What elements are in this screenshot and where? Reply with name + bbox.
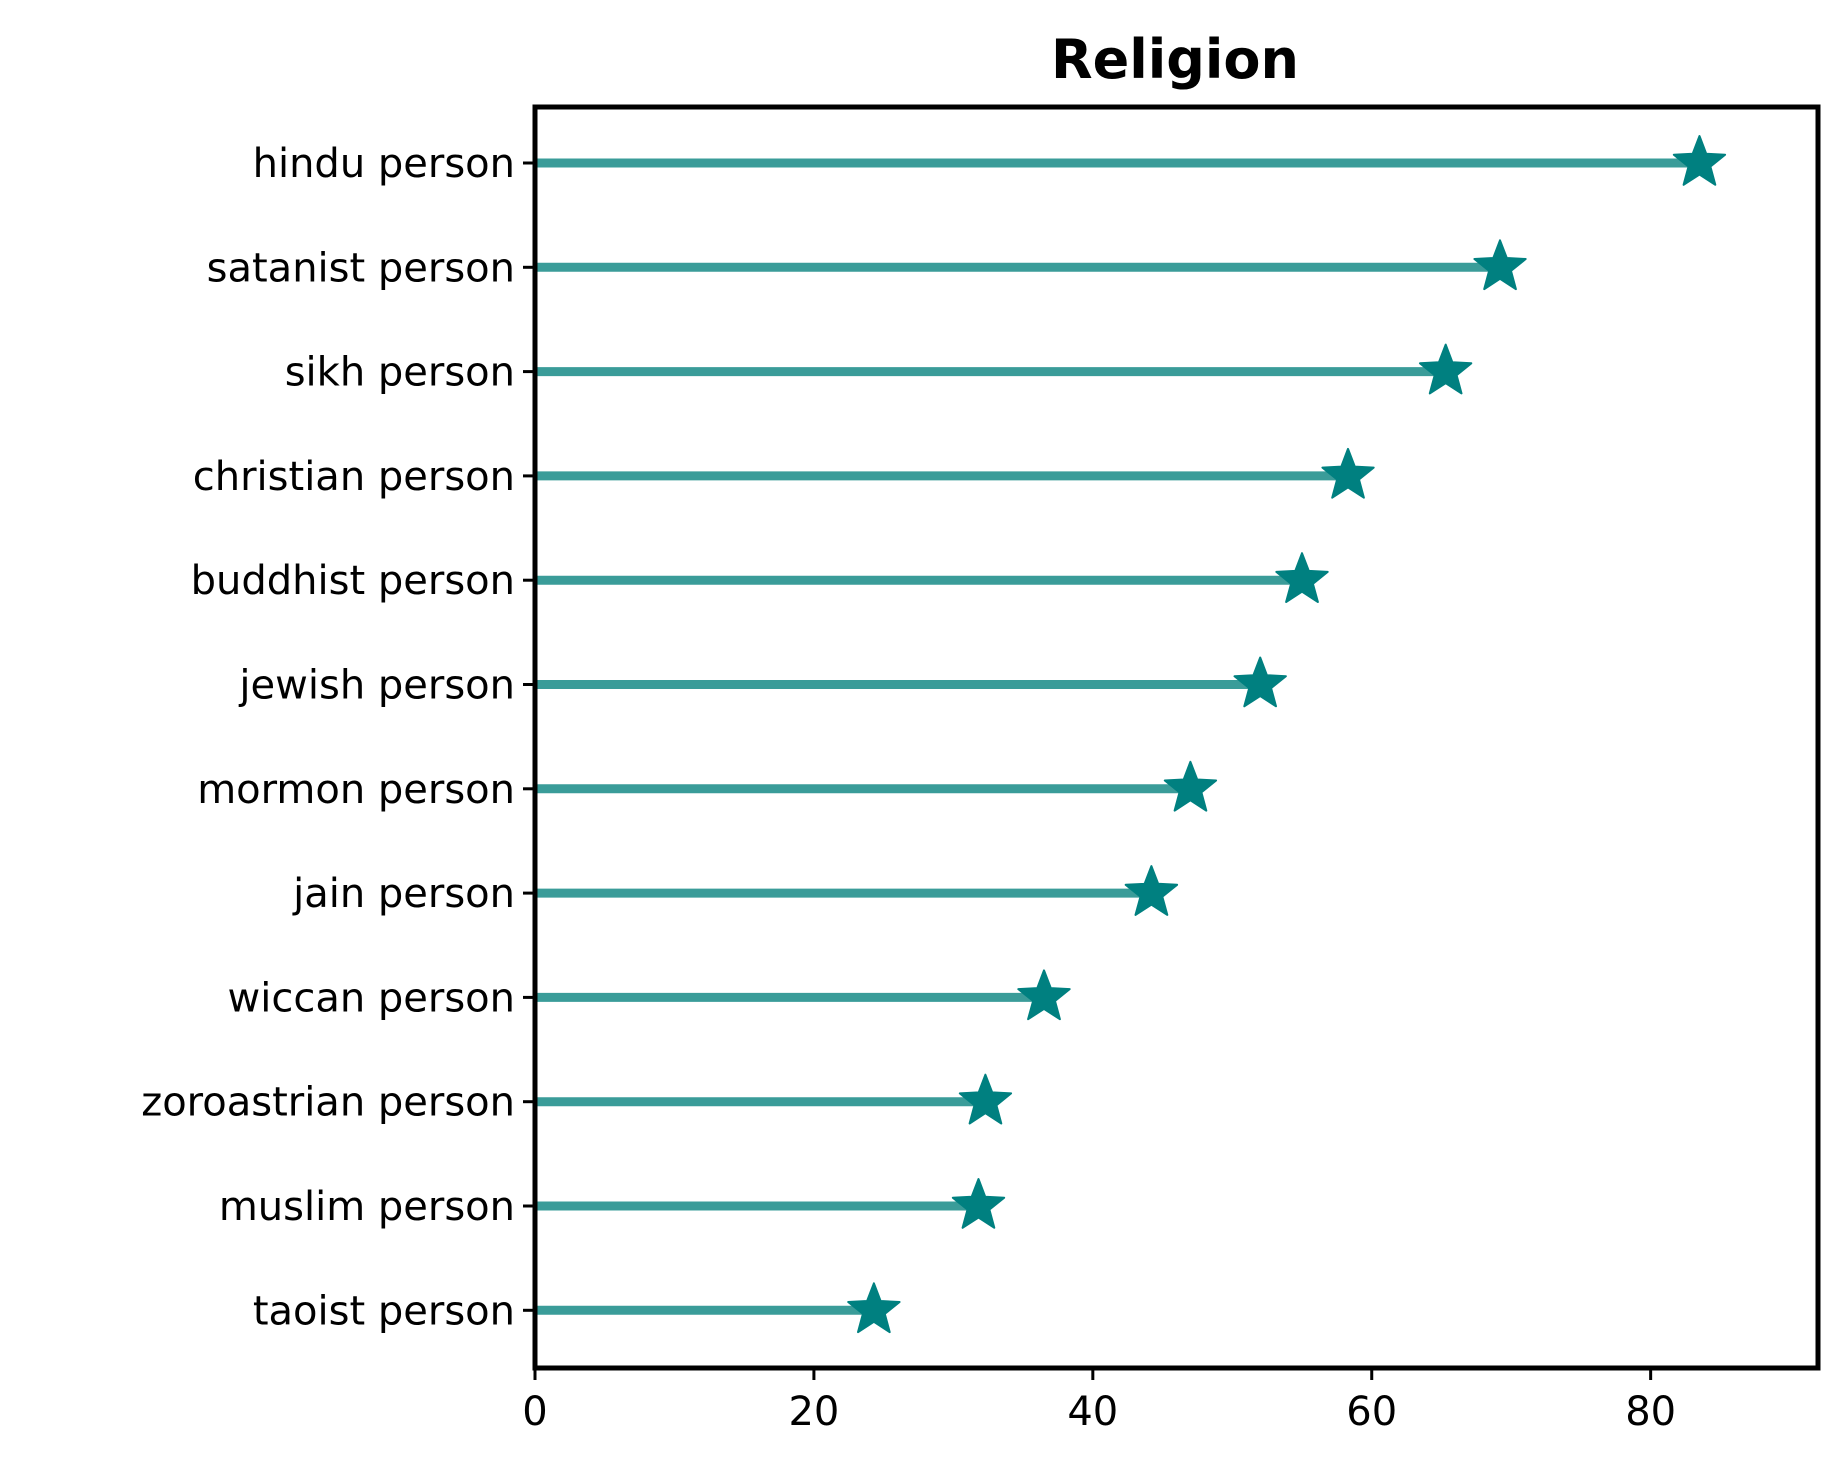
star-marker-5 xyxy=(1233,656,1287,708)
ytick-label: mormon person xyxy=(197,767,515,813)
ytick-label: christian person xyxy=(193,454,515,500)
ytick-label: sikh person xyxy=(285,350,515,396)
ytick-label: taoist person xyxy=(253,1288,515,1334)
chart-title: Religion xyxy=(1051,28,1299,91)
star-marker-1 xyxy=(1473,239,1527,291)
xtick-label: 60 xyxy=(1346,1389,1397,1435)
star-marker-10 xyxy=(951,1178,1006,1229)
ytick-label: hindu person xyxy=(253,141,515,187)
xtick-label: 40 xyxy=(1067,1389,1118,1435)
ytick-label: buddhist person xyxy=(191,558,515,604)
plot-area xyxy=(535,135,1727,1334)
star-marker-4 xyxy=(1275,552,1329,603)
y-axis: hindu person satanist person sikh person ch… xyxy=(141,141,535,1334)
xtick-label: 20 xyxy=(788,1389,839,1435)
x-axis: 0 20 40 60 80 xyxy=(522,1368,1676,1435)
star-marker-2 xyxy=(1419,343,1473,395)
ytick-label: wiccan person xyxy=(228,975,516,1021)
xtick-label: 80 xyxy=(1625,1389,1676,1435)
star-marker-9 xyxy=(958,1073,1013,1125)
plot-frame xyxy=(532,104,1821,1371)
ytick-label: zoroastrian person xyxy=(141,1080,515,1126)
star-marker-0 xyxy=(1672,135,1727,186)
ytick-label: satanist person xyxy=(207,245,515,291)
ytick-label: jain person xyxy=(292,871,515,917)
ytick-label: jewish person xyxy=(238,663,515,709)
xtick-label: 0 xyxy=(522,1389,547,1435)
star-marker-7 xyxy=(1124,865,1179,916)
star-marker-11 xyxy=(847,1282,901,1334)
star-marker-8 xyxy=(1017,969,1071,1021)
star-marker-6 xyxy=(1163,760,1218,812)
ytick-label: muslim person xyxy=(219,1184,515,1230)
star-marker-3 xyxy=(1321,447,1375,499)
